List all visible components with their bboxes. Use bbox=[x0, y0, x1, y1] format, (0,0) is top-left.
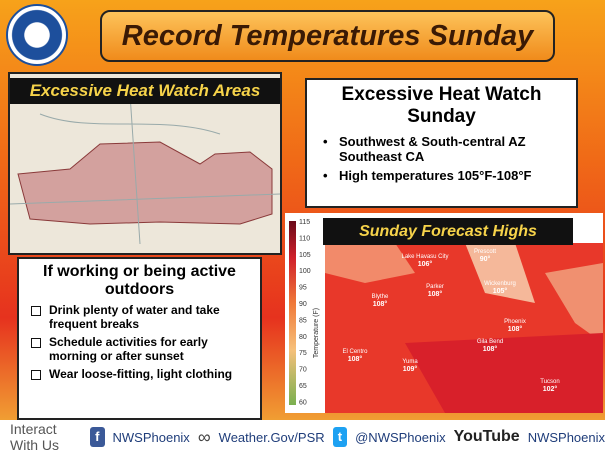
city-temp: 108° bbox=[428, 290, 443, 298]
colorbar-tick: 85 bbox=[299, 317, 307, 324]
footer: Interact With Us f NWSPhoenix ∞ Weather.Go… bbox=[0, 420, 605, 454]
bullet: Wear loose-fitting, light clothing bbox=[27, 367, 252, 381]
page-title: Record Temperatures Sunday bbox=[100, 10, 555, 62]
facebook-link[interactable]: NWSPhoenix bbox=[112, 429, 190, 445]
city-name: Blythe bbox=[372, 294, 389, 300]
footer-intro: Interact With Us bbox=[10, 421, 59, 453]
city-temp: 109° bbox=[403, 365, 418, 373]
youtube-logo: YouTube bbox=[453, 428, 520, 445]
bullet: Drink plenty of water and take frequent … bbox=[27, 303, 252, 331]
watch-list: Southwest & South-central AZ Southeast C… bbox=[317, 134, 566, 183]
colorbar-tick: 105 bbox=[299, 252, 311, 259]
colorbar-tick: 90 bbox=[299, 301, 307, 308]
city-temp: 108° bbox=[483, 345, 498, 353]
watch-map-panel: Excessive Heat Watch Areas bbox=[8, 72, 282, 255]
city-name: Parker bbox=[426, 284, 444, 290]
forecast-title: Sunday Forecast Highs bbox=[323, 218, 573, 245]
city-temp: 106° bbox=[418, 260, 433, 268]
web-link[interactable]: Weather.Gov/PSR bbox=[218, 429, 325, 445]
colorbar-tick: 100 bbox=[299, 268, 311, 275]
colorbar-tick: 110 bbox=[299, 235, 310, 242]
city-name: Wickenburg bbox=[484, 281, 516, 287]
twitter-link[interactable]: @NWSPhoenix bbox=[355, 429, 446, 445]
watch-box: Excessive Heat Watch Sunday Southwest & … bbox=[305, 78, 578, 208]
watch-box-title: Excessive Heat Watch Sunday bbox=[341, 84, 542, 127]
city-name: Tucson bbox=[540, 379, 559, 385]
forecast-map: 115 110 105 100 95 90 85 80 75 70 65 60 Temperature … bbox=[289, 219, 603, 413]
colorbar-tick: 60 bbox=[299, 399, 307, 406]
city-temp: 108° bbox=[508, 325, 523, 333]
bullet: Schedule activities for early morning or… bbox=[27, 335, 252, 363]
city-name: Prescott bbox=[474, 249, 496, 255]
safety-box: If working or being active outdoors Drin… bbox=[17, 257, 262, 420]
forecast-panel: 115 110 105 100 95 90 85 80 75 70 65 60 Temperature … bbox=[285, 213, 603, 413]
city-temp: 108° bbox=[373, 300, 388, 308]
city-temp: 102° bbox=[543, 385, 558, 393]
colorbar-tick: 70 bbox=[299, 367, 307, 374]
watch-map-title: Excessive Heat Watch Areas bbox=[10, 78, 280, 104]
colorbar-label: Temperature (F) bbox=[313, 308, 320, 358]
city-temp: 90° bbox=[480, 255, 491, 263]
colorbar-tick: 75 bbox=[299, 350, 307, 357]
city-name: Gila Bend bbox=[477, 339, 503, 345]
nws-logo bbox=[6, 4, 68, 66]
city-name: Lake Havasu City bbox=[401, 254, 448, 260]
youtube-link[interactable]: NWSPhoenix bbox=[527, 429, 605, 445]
bullet: High temperatures 105°F-108°F bbox=[317, 168, 566, 183]
colorbar-tick: 80 bbox=[299, 334, 307, 341]
colorbar-tick: 115 bbox=[299, 219, 310, 226]
city-temp: 105° bbox=[493, 287, 508, 295]
colorbar-tick: 65 bbox=[299, 383, 307, 390]
bullet: Southwest & South-central AZ Southeast C… bbox=[317, 134, 566, 164]
safety-list: Drink plenty of water and take frequent … bbox=[27, 303, 252, 381]
colorbar-tick: 95 bbox=[299, 285, 307, 292]
city-temp: 108° bbox=[348, 355, 363, 363]
city-name: Yuma bbox=[402, 359, 418, 365]
city-name: Phoenix bbox=[504, 319, 526, 325]
city-name: El Centro bbox=[342, 349, 368, 355]
safety-title: If working or being active outdoors bbox=[43, 263, 236, 298]
